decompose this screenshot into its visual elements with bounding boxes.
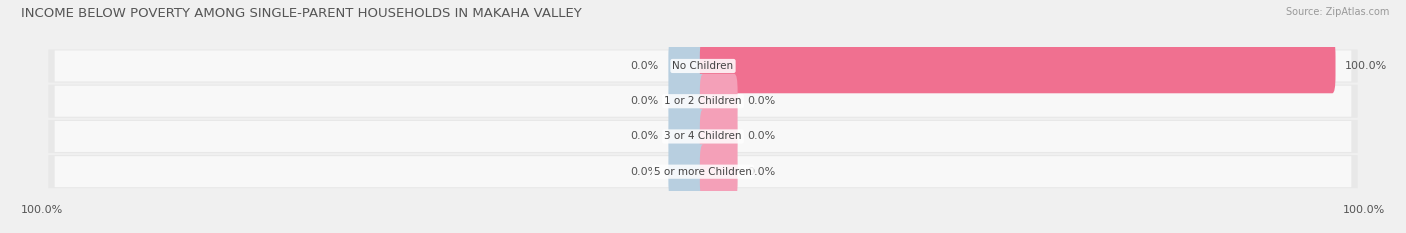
Text: 5 or more Children: 5 or more Children: [654, 167, 752, 177]
Text: 3 or 4 Children: 3 or 4 Children: [664, 131, 742, 141]
Text: Source: ZipAtlas.com: Source: ZipAtlas.com: [1285, 7, 1389, 17]
FancyBboxPatch shape: [55, 121, 1351, 152]
FancyBboxPatch shape: [700, 39, 1336, 93]
FancyBboxPatch shape: [48, 120, 1358, 153]
Text: 0.0%: 0.0%: [631, 167, 659, 177]
Text: 100.0%: 100.0%: [1343, 205, 1385, 215]
FancyBboxPatch shape: [700, 74, 738, 129]
FancyBboxPatch shape: [55, 86, 1351, 117]
Text: 1 or 2 Children: 1 or 2 Children: [664, 96, 742, 106]
FancyBboxPatch shape: [668, 74, 706, 129]
FancyBboxPatch shape: [55, 156, 1351, 187]
Text: 0.0%: 0.0%: [631, 61, 659, 71]
FancyBboxPatch shape: [668, 39, 706, 93]
Text: 0.0%: 0.0%: [747, 131, 775, 141]
Text: 100.0%: 100.0%: [21, 205, 63, 215]
Text: 0.0%: 0.0%: [747, 167, 775, 177]
Text: INCOME BELOW POVERTY AMONG SINGLE-PARENT HOUSEHOLDS IN MAKAHA VALLEY: INCOME BELOW POVERTY AMONG SINGLE-PARENT…: [21, 7, 582, 20]
FancyBboxPatch shape: [48, 85, 1358, 118]
FancyBboxPatch shape: [668, 144, 706, 199]
Text: 100.0%: 100.0%: [1346, 61, 1388, 71]
Text: 0.0%: 0.0%: [747, 96, 775, 106]
Text: 0.0%: 0.0%: [631, 96, 659, 106]
FancyBboxPatch shape: [55, 51, 1351, 82]
FancyBboxPatch shape: [668, 109, 706, 164]
FancyBboxPatch shape: [700, 109, 738, 164]
Text: No Children: No Children: [672, 61, 734, 71]
FancyBboxPatch shape: [48, 49, 1358, 82]
FancyBboxPatch shape: [700, 144, 738, 199]
FancyBboxPatch shape: [48, 155, 1358, 188]
Text: 0.0%: 0.0%: [631, 131, 659, 141]
